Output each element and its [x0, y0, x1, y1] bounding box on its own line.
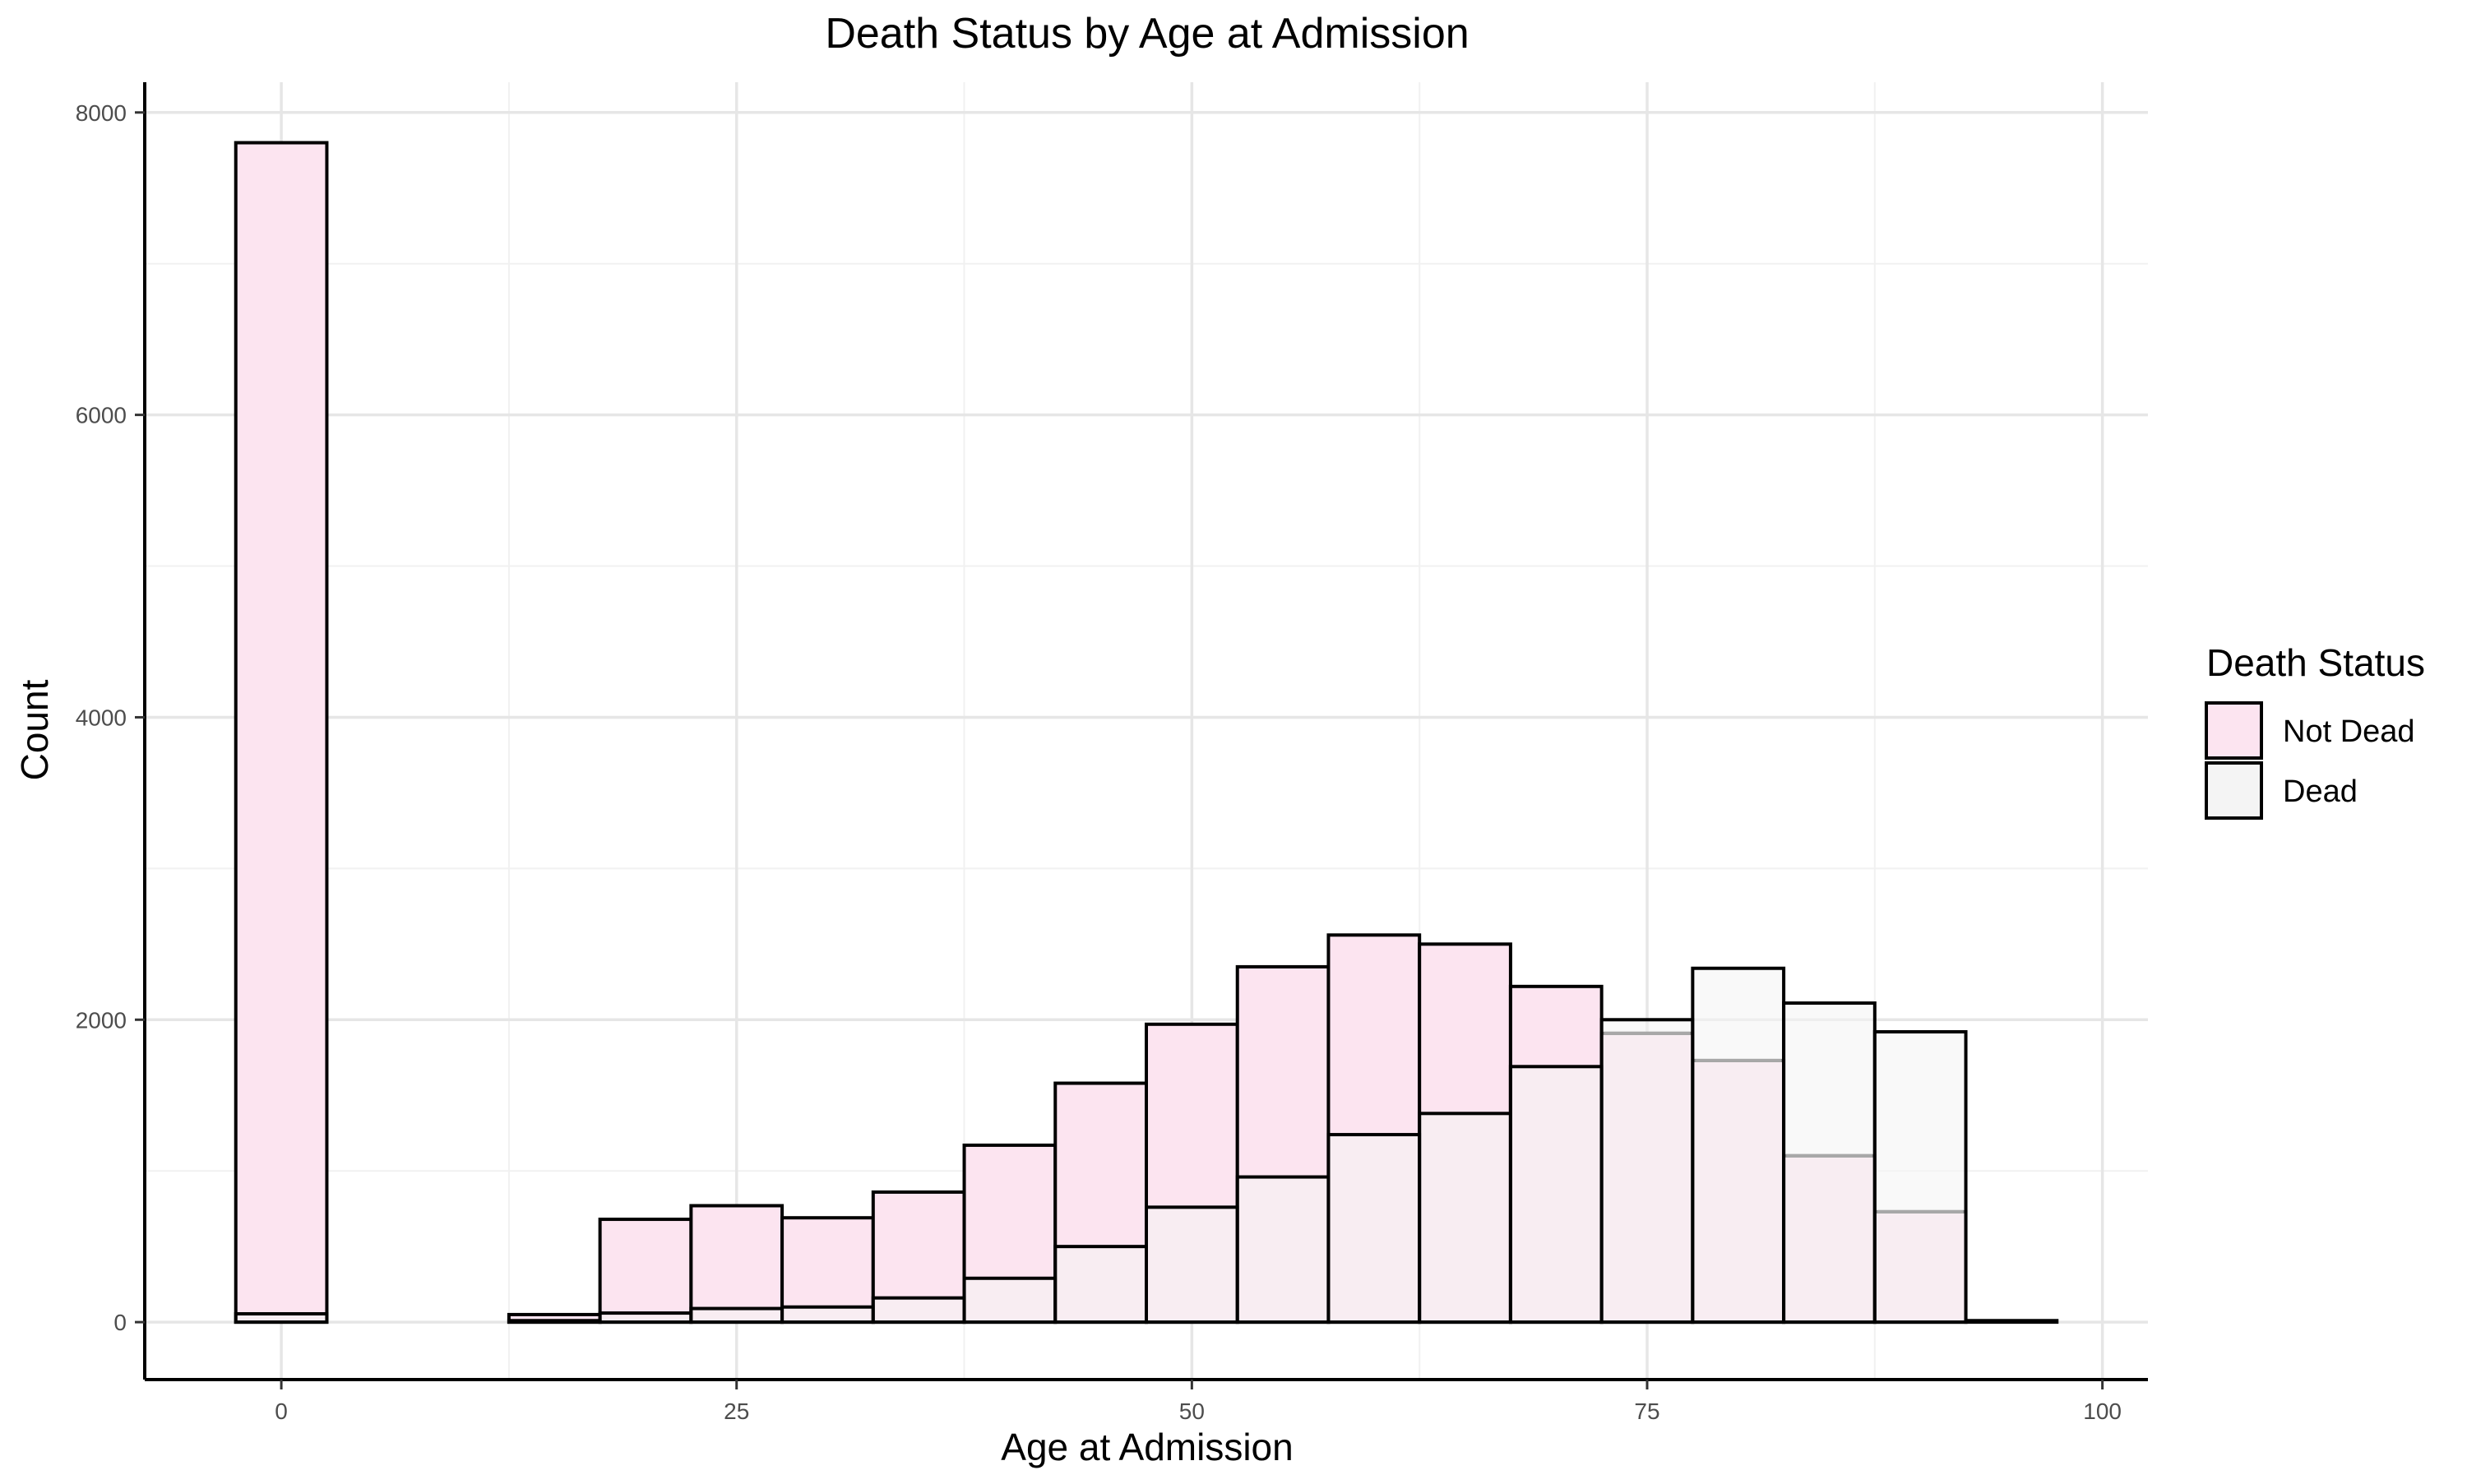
- x-axis-title: Age at Admission: [1001, 1426, 1293, 1468]
- y-axis-title: Count: [13, 679, 56, 780]
- bar-dead: [1872, 1029, 1968, 1325]
- bar-not-dead: [780, 1216, 875, 1325]
- bar-dead: [1964, 1319, 2059, 1325]
- bar-dead: [871, 1296, 966, 1325]
- bar-layer: [234, 141, 2059, 1325]
- y-tick-label: 0: [113, 1310, 127, 1335]
- x-tick-label: 25: [724, 1398, 749, 1424]
- legend-swatch-not-dead: [2205, 701, 2263, 760]
- bar-dead: [1782, 1001, 1877, 1325]
- bar-dead: [1053, 1245, 1148, 1325]
- x-tick-label: 0: [275, 1398, 288, 1424]
- bar-dead: [1418, 1112, 1512, 1325]
- bar-not-dead: [689, 1204, 785, 1325]
- bar-dead: [1508, 1065, 1604, 1325]
- bar-dead: [1235, 1175, 1331, 1325]
- bar-dead: [1691, 966, 1786, 1325]
- bar-not-dead: [598, 1218, 693, 1325]
- y-tick-label: 8000: [76, 100, 127, 126]
- bar-dead: [507, 1319, 602, 1325]
- bar-dead: [780, 1305, 875, 1325]
- legend-swatch-dead: [2205, 761, 2263, 820]
- x-tick-label: 50: [1179, 1398, 1205, 1424]
- legend-label-not-dead: Not Dead: [2283, 714, 2415, 749]
- axis-layer: 0 25 50 75 100 0 2000 4000 6000 8000: [76, 82, 2148, 1424]
- bar-dead: [1326, 1133, 1422, 1325]
- bar-dead: [1145, 1205, 1239, 1325]
- bar-dead: [1599, 1018, 1695, 1325]
- legend-title: Death Status: [2206, 641, 2425, 684]
- x-tick-label: 75: [1634, 1398, 1659, 1424]
- bar-dead: [689, 1306, 785, 1325]
- bar-dead: [598, 1311, 693, 1325]
- y-tick-label: 4000: [76, 705, 127, 730]
- y-tick-label: 2000: [76, 1007, 127, 1033]
- legend: Death Status Not Dead Dead: [2205, 641, 2425, 820]
- legend-label-dead: Dead: [2283, 774, 2358, 809]
- bar-dead: [962, 1276, 1058, 1325]
- bar-not-dead: [234, 141, 329, 1325]
- chart-title: Death Status by Age at Admission: [825, 10, 1469, 58]
- bar-dead: [234, 1311, 329, 1325]
- x-tick-label: 100: [2083, 1398, 2122, 1424]
- y-tick-label: 6000: [76, 403, 127, 428]
